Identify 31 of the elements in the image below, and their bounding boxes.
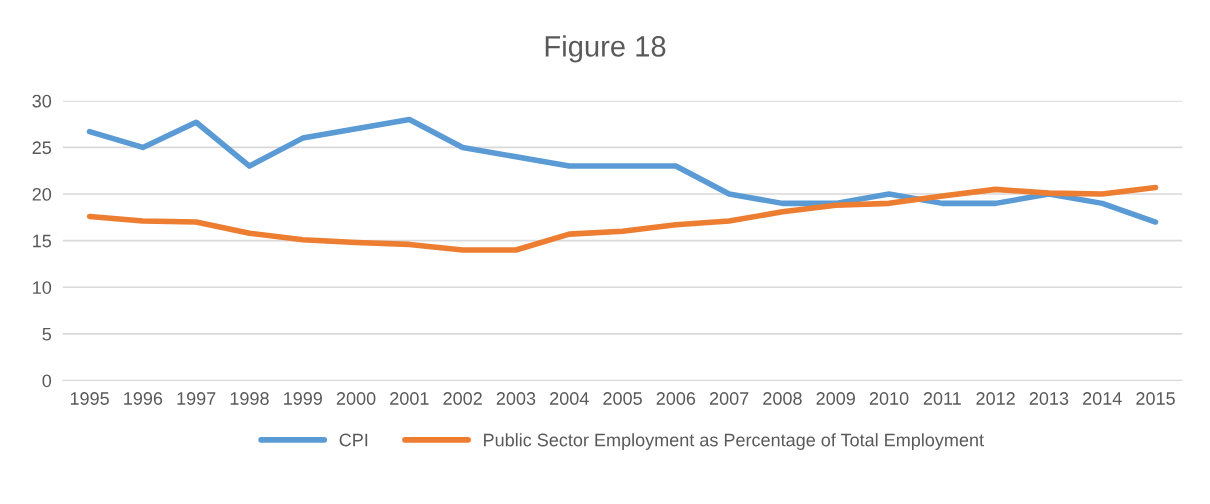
- y-tick-label: 25: [32, 141, 52, 155]
- x-tick-label: 2012: [976, 392, 1015, 405]
- x-tick-label: 2005: [603, 392, 642, 405]
- x-tick-label: 2003: [496, 392, 536, 405]
- x-tick-label: 2000: [336, 392, 376, 405]
- x-tick-label: 1995: [70, 392, 109, 405]
- y-tick-label: 20: [32, 187, 52, 201]
- x-tick-label: 2004: [550, 392, 589, 405]
- y-tick-label: 10: [33, 281, 52, 294]
- x-tick-label: 2013: [1029, 392, 1069, 405]
- x-tick-label: 2009: [816, 392, 855, 405]
- x-tick-label: 2006: [656, 392, 696, 405]
- x-tick-label: 2010: [869, 392, 909, 405]
- x-tick-label: 2008: [763, 392, 802, 405]
- x-tick-label: 1997: [177, 392, 216, 405]
- x-tick-label: 2015: [1136, 392, 1175, 405]
- legend-label: CPI: [339, 433, 368, 447]
- x-tick-label: 2014: [1083, 392, 1122, 405]
- y-tick-label: 5: [42, 328, 52, 341]
- x-tick-label: 1996: [124, 392, 163, 405]
- y-tick-label: 0: [42, 374, 52, 388]
- y-tick-label: 15: [33, 234, 52, 248]
- chart-title: Figure 18: [545, 35, 666, 63]
- y-tick-label: 30: [32, 94, 52, 108]
- x-tick-label: 2002: [443, 392, 482, 405]
- x-tick-label: 1999: [284, 392, 322, 405]
- x-tick-label: 2011: [923, 392, 961, 405]
- legend-label: Public Sector Employment as Percentage of Total Employment: [484, 433, 984, 450]
- x-tick-label: 2001: [390, 392, 429, 405]
- x-tick-label: 2007: [709, 392, 749, 405]
- x-tick-label: 1998: [230, 392, 269, 405]
